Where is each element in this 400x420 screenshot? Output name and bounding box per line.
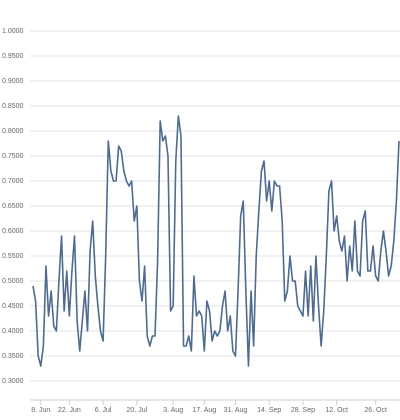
x-tick-label: 26. Oct: [364, 407, 387, 414]
y-tick-label: 0.8000: [2, 128, 24, 135]
y-tick-label: 0.9500: [2, 53, 24, 60]
x-tick-label: 12. Oct: [325, 407, 348, 414]
y-tick-label: 0.5000: [2, 278, 24, 285]
y-tick-label: 0.8500: [2, 103, 24, 110]
y-tick-label: 0.4000: [2, 328, 24, 335]
y-tick-label: 0.9000: [2, 78, 24, 85]
x-tick-label: 6. Jul: [95, 407, 112, 414]
x-tick-label: 3. Aug: [163, 407, 183, 414]
x-tick-label: 14. Sep: [257, 407, 281, 414]
x-tick-label: 22. Jun: [58, 407, 81, 414]
y-tick-label: 0.4500: [2, 303, 24, 310]
y-tick-label: 0.6000: [2, 228, 24, 235]
line-series: [32, 115, 400, 367]
y-tick-label: 0.5500: [2, 253, 24, 260]
x-tick-label: 20. Jul: [127, 407, 148, 414]
x-tick-label: 28. Sep: [291, 407, 315, 414]
x-tick-label: 31. Aug: [224, 407, 248, 414]
y-tick-label: 1.0000: [2, 28, 24, 35]
x-tick-label: 17. Aug: [192, 407, 216, 414]
y-tick-label: 0.3000: [2, 378, 24, 385]
y-tick-label: 0.6500: [2, 203, 24, 210]
y-tick-label: 0.7500: [2, 153, 24, 160]
y-tick-label: 0.3500: [2, 353, 24, 360]
y-tick-label: 0.7000: [2, 178, 24, 185]
x-tick-label: 8. Jun: [31, 407, 50, 414]
